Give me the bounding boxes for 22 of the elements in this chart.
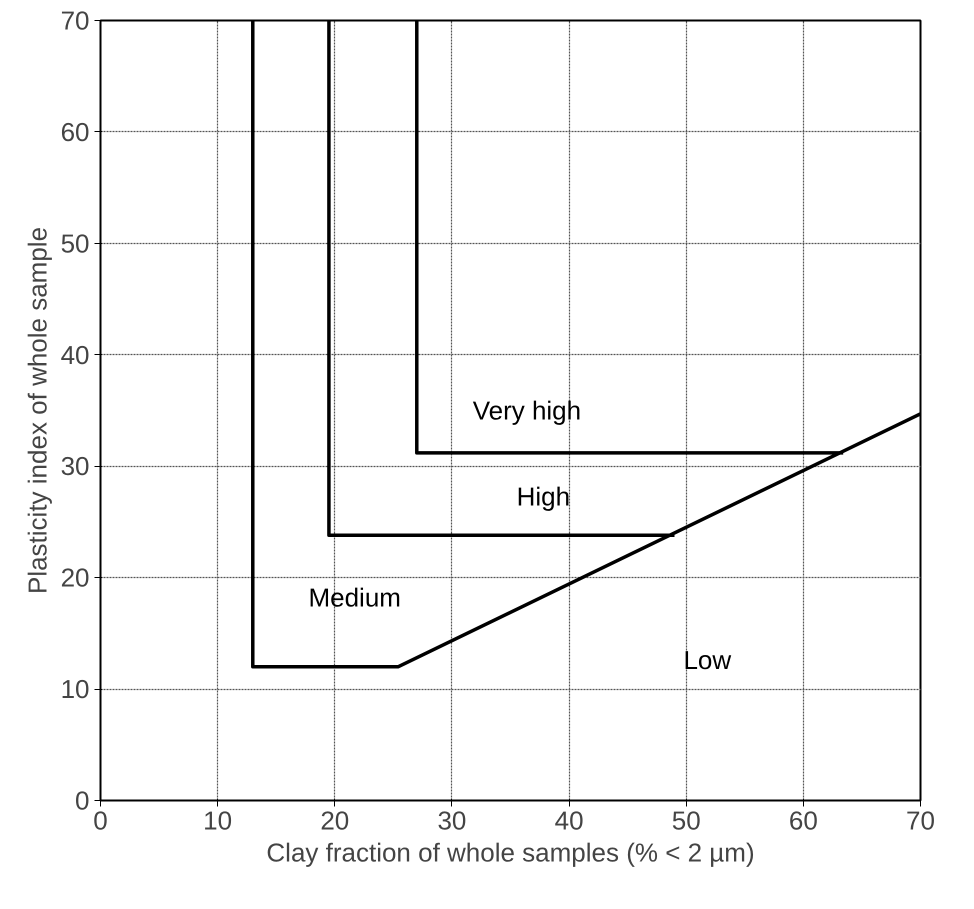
y-tick-label: 50 [60,228,90,258]
annotation: Very high [472,396,582,426]
annotation: Low [683,645,732,676]
y-tick-label: 70 [60,6,90,36]
y-axis-title: Plasticity index of whole sample [22,226,53,594]
x-tick-label: 0 [93,806,108,836]
x-tick-label: 20 [320,806,350,836]
y-tick-label: 10 [60,674,90,704]
y-tick-label: 30 [60,451,90,482]
y-tick-label: 60 [60,116,90,147]
x-tick-label: 70 [906,806,935,836]
x-axis-title: Clay fraction of whole samples (% < 2 µm) [266,838,755,868]
y-tick-label: 40 [60,340,90,370]
y-tick-label: 0 [75,786,90,816]
x-tick-label: 60 [788,806,818,836]
x-tick-label: 30 [437,806,466,836]
x-tick-label: 50 [672,806,701,836]
x-tick-label: 40 [554,806,584,836]
x-tick-label: 10 [203,806,232,836]
annotation: High [516,481,570,512]
y-tick-label: 20 [60,562,90,593]
annotation: Medium [308,582,401,613]
